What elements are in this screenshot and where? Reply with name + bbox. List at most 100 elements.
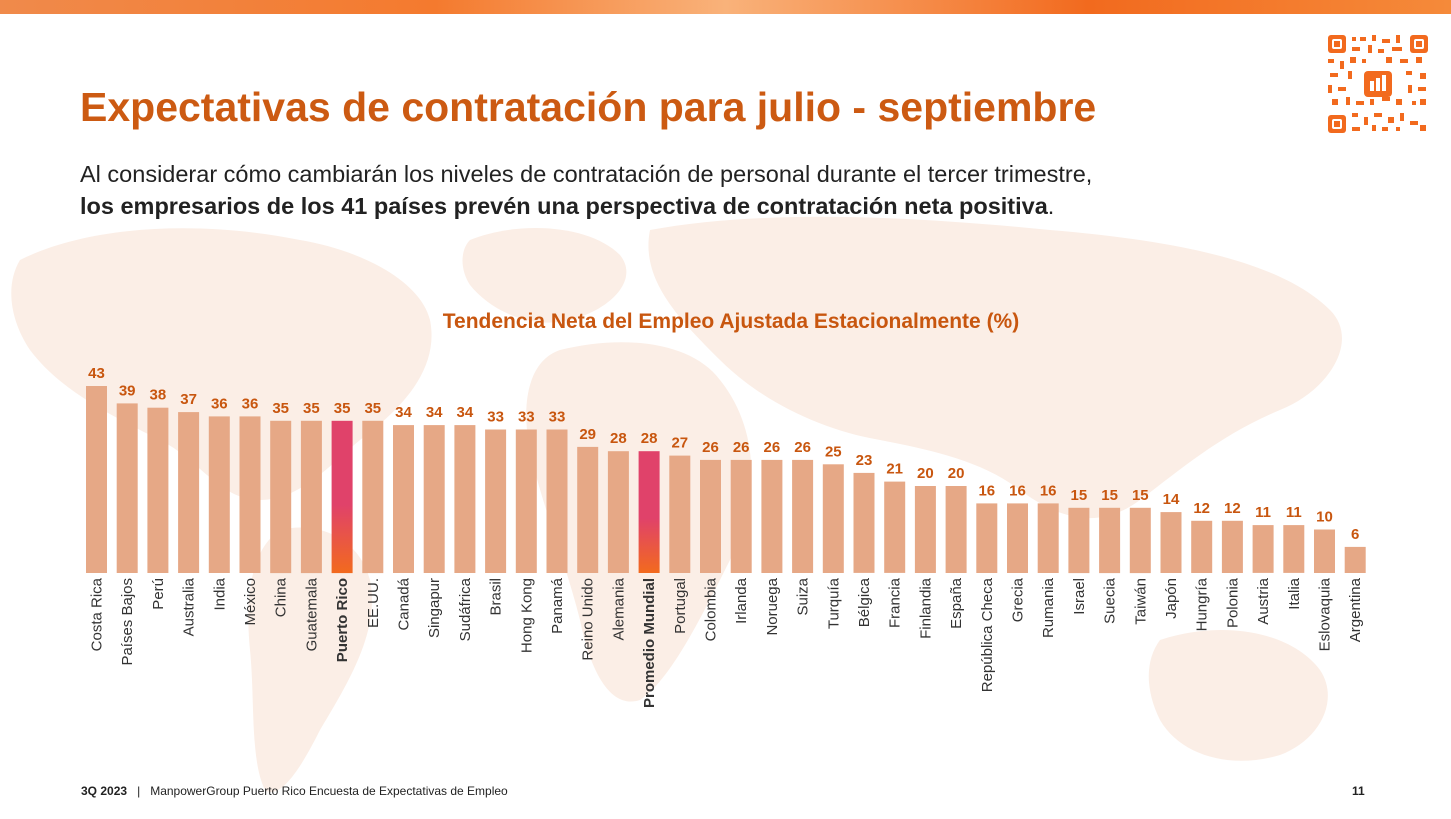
footer-source: ManpowerGroup Puerto Rico Encuesta de Ex… [150, 784, 508, 798]
bar-27 [914, 486, 936, 573]
value-label-4: 36 [211, 395, 228, 412]
value-label-39: 11 [1286, 504, 1302, 521]
top-decorative-band [0, 0, 1451, 14]
category-label-41: Argentina [1347, 577, 1364, 642]
category-label-1: Países Bajos [119, 578, 136, 666]
bar-10 [393, 425, 414, 573]
bar-25 [853, 472, 875, 573]
category-label-17: Alemania [610, 577, 627, 640]
bar-41 [1344, 546, 1366, 573]
value-label-15: 33 [549, 409, 566, 426]
category-label-3: Australia [181, 577, 198, 636]
value-label-14: 33 [518, 409, 535, 426]
value-label-27: 20 [917, 465, 934, 482]
category-label-4: India [211, 577, 228, 610]
value-label-22: 26 [764, 439, 781, 456]
category-label-7: Guatemala [303, 577, 320, 651]
category-label-12: Sudáfrica [457, 577, 474, 641]
page-subtitle: Al considerar cómo cambiarán los niveles… [80, 158, 1300, 222]
bar-40 [1314, 529, 1335, 573]
value-label-13: 33 [487, 409, 504, 426]
bar-39 [1283, 525, 1305, 573]
value-label-40: 10 [1316, 509, 1333, 526]
category-label-20: Colombia [703, 577, 720, 641]
value-label-17: 28 [610, 430, 627, 447]
bar-34 [1129, 507, 1151, 574]
category-label-24: Turquía [825, 577, 842, 629]
bar-1 [116, 403, 138, 573]
value-label-10: 34 [395, 404, 412, 421]
category-label-14: Hong Kong [518, 578, 535, 653]
category-label-38: Austria [1255, 577, 1272, 624]
qr-code-icon [1328, 35, 1428, 133]
value-label-23: 26 [794, 439, 811, 456]
value-label-12: 34 [457, 404, 474, 421]
category-label-18: Promedio Mundial [641, 578, 658, 708]
category-label-0: Costa Rica [89, 577, 106, 651]
category-label-29: República Checa [979, 577, 996, 692]
bar-35 [1160, 512, 1182, 573]
category-label-30: Grecia [1010, 577, 1027, 622]
value-label-32: 15 [1071, 487, 1088, 504]
category-label-23: Suiza [795, 577, 812, 615]
category-label-32: Israel [1071, 578, 1088, 615]
bar-26 [884, 481, 906, 573]
value-label-6: 35 [272, 400, 289, 417]
category-label-37: Polonia [1224, 577, 1241, 628]
category-label-15: Panamá [549, 577, 566, 634]
value-label-38: 11 [1255, 504, 1271, 521]
value-label-26: 21 [886, 461, 903, 478]
category-label-13: Brasil [488, 578, 505, 616]
value-label-18: 28 [641, 430, 658, 447]
bar-18 [638, 451, 660, 573]
value-label-25: 23 [856, 452, 873, 469]
subtitle-bold-text: los empresarios de los 41 países prevén … [80, 193, 1048, 219]
category-label-26: Francia [887, 577, 904, 628]
value-label-21: 26 [733, 439, 750, 456]
bar-30 [1007, 503, 1028, 573]
category-label-19: Portugal [672, 578, 689, 634]
bar-13 [485, 429, 507, 573]
category-label-10: Canadá [396, 577, 413, 630]
bar-32 [1068, 507, 1090, 574]
bar-19 [669, 455, 691, 573]
value-label-16: 29 [579, 426, 596, 443]
bar-22 [761, 459, 783, 573]
bar-9 [362, 420, 384, 574]
category-label-5: México [242, 578, 259, 626]
category-label-39: Italia [1286, 577, 1303, 609]
value-label-29: 16 [978, 482, 995, 499]
bar-5 [239, 416, 261, 573]
subtitle-end-text: . [1047, 193, 1055, 219]
value-label-1: 39 [119, 382, 136, 399]
value-label-28: 20 [948, 465, 965, 482]
bar-21 [730, 459, 752, 573]
value-label-5: 36 [242, 395, 259, 412]
category-label-16: Reino Unido [580, 578, 597, 661]
bar-12 [454, 425, 476, 573]
category-label-9: EE.UU. [365, 578, 382, 628]
category-label-35: Japón [1163, 578, 1180, 619]
value-label-41: 6 [1351, 526, 1359, 543]
value-label-37: 12 [1224, 500, 1241, 517]
bar-7 [300, 420, 322, 574]
footer: 3Q 2023 | ManpowerGroup Puerto Rico Encu… [81, 784, 508, 798]
chart-title: Tendencia Neta del Empleo Ajustada Estac… [442, 310, 1020, 333]
category-label-27: Finlandia [917, 577, 934, 639]
value-label-11: 34 [426, 404, 443, 421]
category-label-31: Rumania [1040, 577, 1057, 638]
category-label-22: Noruega [764, 577, 781, 635]
value-label-8: 35 [334, 400, 351, 417]
category-label-11: Singapur [426, 578, 443, 638]
bar-0 [86, 386, 107, 573]
bar-17 [607, 451, 629, 573]
bar-28 [945, 486, 967, 573]
bar-23 [792, 459, 814, 573]
category-label-6: China [273, 577, 290, 617]
footer-period: 3Q 2023 [81, 784, 128, 798]
bar-29 [976, 503, 998, 573]
page-number: 11 [1352, 784, 1365, 798]
value-label-35: 14 [1163, 491, 1180, 508]
page-title: Expectativas de contratación para julio … [80, 84, 1097, 130]
category-label-34: Taiwán [1132, 578, 1149, 625]
